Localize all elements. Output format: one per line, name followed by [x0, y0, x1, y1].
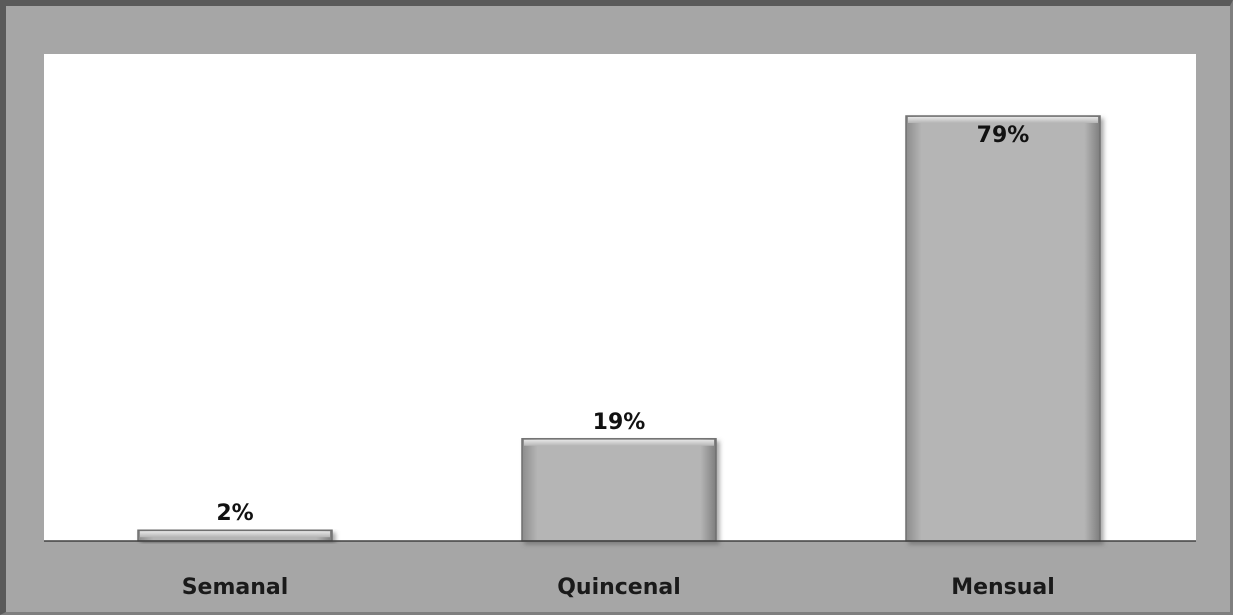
bar-quincenal [521, 438, 717, 542]
data-label-semanal: 2% [216, 501, 253, 526]
bar-bevel [524, 439, 714, 446]
data-label-quincenal: 19% [593, 410, 646, 435]
category-label-mensual: Mensual [951, 575, 1055, 600]
bars-layer [137, 115, 1101, 542]
bar-rect [905, 115, 1101, 542]
bar-rect [521, 438, 717, 542]
bar-bevel [908, 117, 1098, 123]
bar-semanal [137, 529, 333, 542]
category-label-semanal: Semanal [182, 575, 289, 600]
category-label-quincenal: Quincenal [557, 575, 681, 600]
labels-layer: 2% Semanal 19% Quincenal 79% Mensual [182, 123, 1055, 600]
bar-bevel [140, 531, 330, 538]
bar-mensual [905, 115, 1101, 542]
data-label-mensual: 79% [977, 123, 1030, 148]
